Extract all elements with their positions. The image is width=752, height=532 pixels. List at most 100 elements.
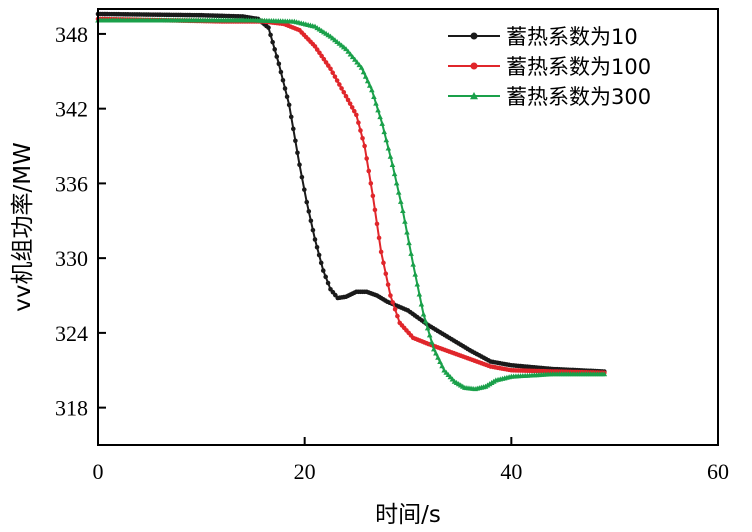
legend-swatch-marker <box>470 92 478 100</box>
series-3-point <box>391 171 398 177</box>
series-1-point <box>291 126 296 132</box>
series-1-point <box>320 268 326 273</box>
series-2-point <box>385 282 391 287</box>
series-2-point <box>317 50 322 56</box>
legend-item-2: 蓄热系数为100 <box>448 55 651 79</box>
series-3-point <box>439 363 445 369</box>
series-1-point <box>316 252 322 258</box>
series-1-point <box>314 244 320 250</box>
series-1-point <box>268 32 273 38</box>
series-3-point <box>385 145 392 151</box>
series-3-point <box>360 69 367 75</box>
series-layer <box>95 11 608 392</box>
series-3-point <box>601 371 608 377</box>
series-3-point <box>369 87 375 93</box>
series-3-point <box>366 82 373 88</box>
series-2-point <box>339 86 344 91</box>
series-2-point <box>381 260 386 266</box>
series-2-point <box>358 128 363 133</box>
x-tick-label: 40 <box>500 459 522 484</box>
series-3-point <box>426 332 433 338</box>
series-1-point <box>276 61 282 67</box>
series-3-point <box>358 64 365 70</box>
legend-label: 蓄热系数为300 <box>506 85 651 109</box>
series-3-point <box>404 229 410 235</box>
series-2-point <box>360 135 365 141</box>
series-2-point <box>314 47 320 52</box>
series-1-point <box>297 162 302 168</box>
legend-item-3: 蓄热系数为300 <box>448 85 651 109</box>
series-1-point <box>312 237 318 242</box>
series-2-point <box>376 235 382 241</box>
series-1-point <box>284 94 290 99</box>
series-3-point <box>424 325 431 331</box>
series-3-point <box>381 129 388 135</box>
series-1-point <box>278 69 284 75</box>
series-3-point <box>395 189 402 195</box>
series-1-point <box>304 199 310 205</box>
series-3-point <box>371 93 377 99</box>
series-1-point <box>272 47 278 52</box>
series-2-point <box>347 101 353 106</box>
series-3-point <box>383 137 390 143</box>
series-2-point <box>370 193 376 199</box>
plot-frame <box>97 8 719 446</box>
series-3-point <box>412 271 419 277</box>
series-2-point <box>372 207 378 213</box>
y-axis-title: vv机组功率/MW <box>10 142 36 312</box>
series-1-point <box>323 274 328 280</box>
series-3-point <box>373 100 379 106</box>
series-2-point <box>349 105 355 110</box>
series-3-point <box>431 346 437 352</box>
legend-swatch-marker <box>470 62 478 70</box>
series-3-point <box>414 281 421 287</box>
legend: 蓄热系数为10 蓄热系数为100 蓄热系数为300 <box>448 25 651 109</box>
series-3-point <box>364 78 371 84</box>
series-3-point <box>408 250 414 256</box>
series-3-point <box>389 161 396 167</box>
series-2-point <box>341 89 347 95</box>
series-3-point <box>437 358 443 365</box>
series-3-point <box>379 120 385 126</box>
series-1-point <box>280 77 286 83</box>
series-3-point <box>362 73 369 79</box>
series-2-point <box>334 78 340 83</box>
series-1-point <box>274 54 280 59</box>
series-2-point <box>345 97 351 103</box>
series-1-point <box>299 174 305 180</box>
x-tick-label: 60 <box>707 459 729 484</box>
series-1-point <box>310 227 316 233</box>
series-1-point <box>295 150 300 156</box>
y-tick-label: 336 <box>55 171 88 196</box>
series-2-point <box>332 74 338 79</box>
series-1-point <box>266 25 271 30</box>
series-3-point <box>418 301 425 307</box>
series-2-point <box>388 293 393 298</box>
series-2-point <box>319 53 324 59</box>
series-2-point <box>362 143 367 149</box>
series-3-point <box>422 318 429 324</box>
series-1-point <box>302 187 307 192</box>
x-tick-label: 20 <box>294 459 316 484</box>
series-1-point <box>318 260 324 266</box>
series-2-point <box>321 56 327 62</box>
series-1-point <box>306 209 312 214</box>
ticks-layer: 0 20 40 60 318 324 330 336 342 348 <box>55 22 729 484</box>
series-3-point <box>397 198 404 204</box>
series-1-point <box>293 138 298 144</box>
series-2-point <box>323 60 329 65</box>
series-3-point <box>352 56 358 62</box>
y-tick-label: 330 <box>55 246 88 271</box>
series-3-point <box>377 114 383 120</box>
series-2-point <box>390 300 396 305</box>
series-1-point <box>282 86 288 91</box>
series-2-point <box>395 313 400 319</box>
series-3-point <box>433 350 439 356</box>
series-2-point <box>366 168 372 174</box>
x-tick-label: 0 <box>93 459 104 484</box>
legend-label: 蓄热系数为100 <box>506 55 651 79</box>
series-3-point <box>356 62 363 68</box>
series-3-point <box>435 354 441 360</box>
series-3-point <box>375 107 381 113</box>
